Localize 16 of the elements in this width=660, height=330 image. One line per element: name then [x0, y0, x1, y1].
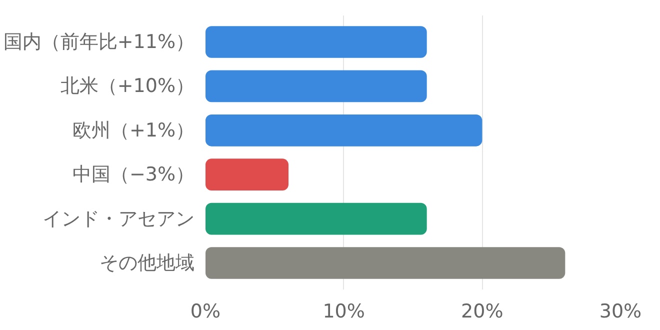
bar [206, 247, 566, 279]
y-tick-label: 中国（−3%） [72, 164, 194, 186]
x-tick-label: 0% [190, 300, 221, 322]
x-tick-label: 30% [599, 300, 642, 322]
bar [206, 158, 288, 191]
y-tick-label: 欧州（+1%） [72, 119, 194, 142]
x-tick-label: 10% [322, 300, 365, 322]
y-tick-label: 北米（+10%） [60, 75, 195, 98]
y-tick-label: 国内（前年比+11%） [3, 31, 195, 54]
bar [206, 26, 427, 58]
y-tick-label: インド・アセアン [42, 208, 194, 230]
bar [206, 70, 427, 102]
bar [206, 202, 427, 235]
y-tick-label: その他地域 [100, 252, 194, 274]
x-tick-label: 20% [461, 300, 504, 322]
bar [206, 114, 482, 146]
